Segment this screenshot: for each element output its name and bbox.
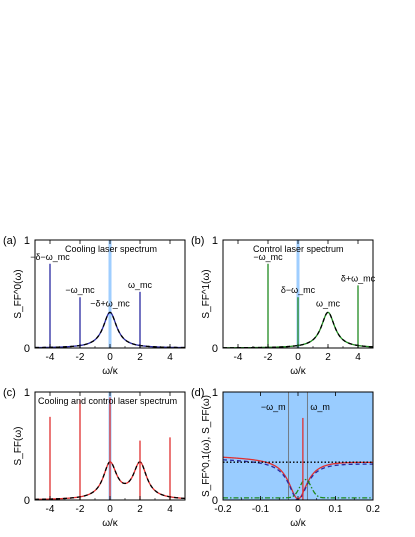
panel-d-ticks: -0.2 -0.1 0 0.1 0.2 0 1: [212, 387, 381, 515]
panel-c-xlabel: ω/κ: [102, 518, 119, 529]
x-tick-label: 4: [167, 352, 173, 363]
panel-a-ticks: -4 -2 0 2 4 0 1: [24, 235, 186, 363]
panel-b-shaded-band: [296, 240, 300, 348]
x-tick-label: 0.2: [366, 504, 380, 515]
spike-label-0: −δ−ω_mc: [30, 252, 70, 262]
panel-b-xlabel: ω/κ: [290, 366, 307, 377]
y-tick-label: 1: [24, 387, 30, 399]
panel-b-annotations: −ω_mc δ−ω_mc δ+ω_mc ω_mc: [253, 252, 375, 309]
panel-d-ylabel: S_FF^0,1(ω), S_FF(ω): [201, 395, 212, 497]
peak-label: ω_mc: [316, 298, 341, 308]
panel-d: -0.2 -0.1 0 0.1 0.2 0 1 (d) ω/κ S_FF^0,1(ω), S…: [191, 387, 380, 529]
x-tick-label: 0: [107, 352, 113, 363]
panel-a-shaded-band: [108, 240, 112, 348]
series-line-1: [35, 311, 185, 348]
panel-b: -4 -2 0 2 4 0 1 (b) Control laser spectrum ω/κ…: [191, 235, 376, 377]
panel-c: -4 -2 0 2 4 0 1 (c) Cooling and control laser …: [3, 387, 186, 529]
x-tick-label: -2: [76, 352, 85, 363]
x-tick-label: 0: [107, 504, 113, 515]
panel-a-marks: [35, 263, 185, 348]
x-tick-label: 2: [325, 352, 331, 363]
y-tick-label: 0: [24, 343, 30, 355]
spike-label-2: δ+ω_mc: [341, 273, 376, 283]
x-tick-label: 0: [295, 352, 301, 363]
x-tick-label: 4: [355, 352, 361, 363]
peak-label: −δ+ω_mc: [90, 298, 130, 308]
spike-label-1: −ω_mc: [65, 285, 95, 295]
panel-c-ticks: -4 -2 0 2 4 0 1: [24, 387, 186, 515]
x-tick-label: -4: [234, 352, 243, 363]
panel-d-label: (d): [191, 387, 204, 399]
spike-label-0: −ω_mc: [253, 252, 283, 262]
panel-a-ylabel: S_FF^0(ω): [13, 269, 24, 318]
panel-b-ticks: -4 -2 0 2 4 0 1: [212, 235, 374, 363]
x-tick-label: -2: [76, 504, 85, 515]
plot-area: [35, 263, 185, 348]
spike-label-2: ω_mc: [128, 280, 153, 290]
panel-c-ylabel: S_FF(ω): [13, 427, 24, 466]
x-tick-label: -0.2: [214, 504, 232, 515]
spike-label-1: δ−ω_mc: [281, 285, 316, 295]
panel-d-background: [223, 392, 373, 500]
panel-b-ylabel: S_FF^1(ω): [201, 269, 212, 318]
panel-b-title: Control laser spectrum: [253, 244, 344, 254]
x-tick-label: -0.1: [252, 504, 270, 515]
series-line-3: [223, 478, 373, 499]
panel-c-title: Cooling and control laser spectrum: [38, 396, 177, 406]
vline-label-0: −ω_m: [261, 402, 286, 412]
panel-b-label: (b): [191, 235, 204, 247]
panel-c-label: (c): [3, 387, 16, 399]
x-tick-label: 2: [137, 504, 143, 515]
y-tick-label: 1: [212, 387, 218, 399]
panel-a: -4 -2 0 2 4 0 1 (a) Cooling laser spectrum ω/κ…: [3, 235, 186, 377]
plot-area: [35, 397, 185, 500]
x-tick-label: 0.1: [329, 504, 343, 515]
panel-a-xlabel: ω/κ: [102, 366, 119, 377]
y-tick-label: 1: [24, 235, 30, 247]
x-tick-label: -2: [264, 352, 273, 363]
x-tick-label: 0: [295, 504, 301, 515]
vline-label-1: ω_m: [310, 402, 330, 412]
panel-d-xlabel: ω/κ: [290, 518, 307, 529]
x-tick-label: -4: [46, 504, 55, 515]
x-tick-label: 4: [167, 504, 173, 515]
x-tick-label: 2: [137, 352, 143, 363]
y-tick-label: 0: [212, 495, 218, 507]
y-tick-label: 0: [24, 495, 30, 507]
panel-a-title: Cooling laser spectrum: [65, 244, 157, 254]
panel-c-marks: [35, 397, 185, 500]
x-tick-label: -4: [46, 352, 55, 363]
y-tick-label: 1: [212, 235, 218, 247]
panel-a-label: (a): [3, 235, 16, 247]
y-tick-label: 0: [212, 343, 218, 355]
panel-a-annotations: −δ−ω_mc −ω_mc ω_mc −δ+ω_mc: [30, 252, 152, 309]
panel-d-annotations: −ω_m ω_m: [261, 402, 330, 412]
